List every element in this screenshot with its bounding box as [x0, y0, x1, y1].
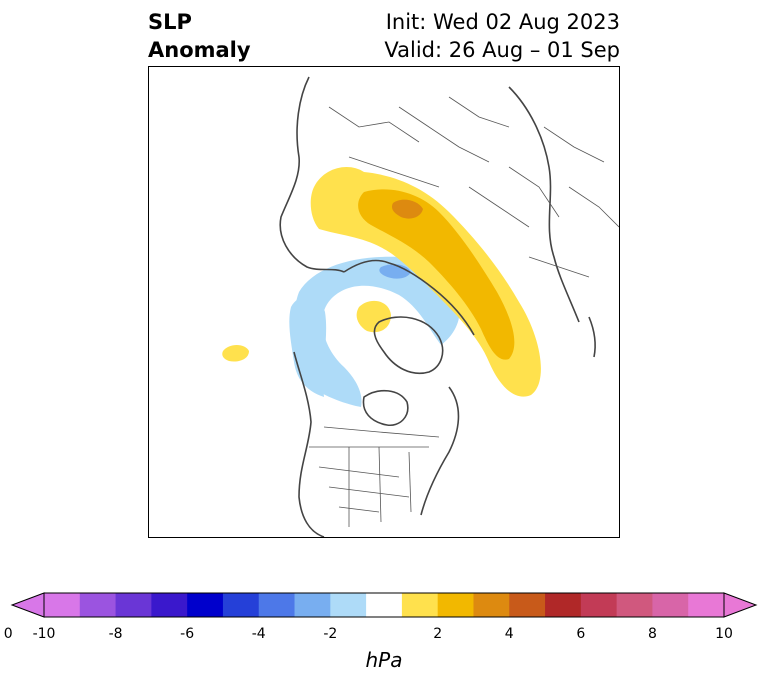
colorbar-ticks: -10 -8 -6 -4 -2 0 2 4 6 8 10: [0, 626, 768, 646]
colorbar-tick-label: 8: [647, 626, 657, 642]
colorbar-tick-label: -8: [108, 626, 123, 642]
colorbar-extend-min: [10, 592, 45, 618]
colorbar-swatch: [366, 593, 403, 617]
colorbar-swatch: [44, 593, 81, 617]
negative-anomaly-left-lobe: [289, 296, 327, 397]
colorbar-tick-label: -10: [32, 626, 56, 642]
colorbar-swatch: [688, 593, 725, 617]
colorbar-swatch: [115, 593, 152, 617]
plot-title-right: Init: Wed 02 Aug 2023 Valid: 26 Aug – 01…: [384, 8, 620, 64]
title-variable: SLP: [148, 10, 192, 34]
colorbar-swatch: [509, 593, 546, 617]
colorbar-tick-label: -2: [323, 626, 338, 642]
negative-anomaly-arc: [293, 256, 460, 407]
colorbar-swatch: [616, 593, 653, 617]
colorbar-frame: [43, 592, 725, 618]
coastlines: [279, 76, 596, 537]
positive-anomaly-core: [358, 189, 515, 360]
colorbar-extend-max: [723, 592, 758, 618]
colorbar-swatch: [187, 593, 224, 617]
colorbar-tick-label: 10: [715, 626, 733, 642]
plot-title-left: SLP Anomaly: [148, 8, 251, 64]
colorbar-swatch: [294, 593, 331, 617]
colorbar-unit-label: hPa: [365, 648, 403, 672]
positive-anomaly-polar: [356, 300, 391, 333]
valid-period: Valid: 26 Aug – 01 Sep: [384, 38, 620, 62]
positive-anomaly-peak: [391, 199, 423, 219]
map-panel: [148, 66, 620, 538]
colorbar-swatch: [652, 593, 689, 617]
colorbar-tick-label: 0: [3, 626, 13, 642]
init-date: Init: Wed 02 Aug 2023: [385, 10, 620, 34]
colorbar-tick-label: 4: [504, 626, 514, 642]
map-canvas: [222, 76, 619, 537]
colorbar-tick-label: 2: [433, 626, 443, 642]
colorbar-tick-label: -6: [180, 626, 195, 642]
title-type: Anomaly: [148, 38, 251, 62]
colorbar-swatch: [222, 593, 260, 617]
colorbar-swatch: [580, 593, 618, 617]
colorbar-swatch: [545, 593, 582, 617]
country-borders: [309, 96, 619, 527]
colorbar-swatch: [473, 593, 510, 617]
colorbar-tick-label: -4: [251, 626, 266, 642]
colorbar-swatch: [258, 593, 296, 617]
colorbar-swatch: [437, 593, 474, 617]
colorbar-swatch: [151, 593, 188, 617]
positive-anomaly-pacific: [222, 345, 249, 362]
colorbar: [10, 592, 758, 618]
colorbar-tick-label: 6: [576, 626, 586, 642]
colorbar-swatch: [330, 593, 367, 617]
colorbar-swatch: [79, 593, 117, 617]
colorbar-swatch: [401, 593, 439, 617]
